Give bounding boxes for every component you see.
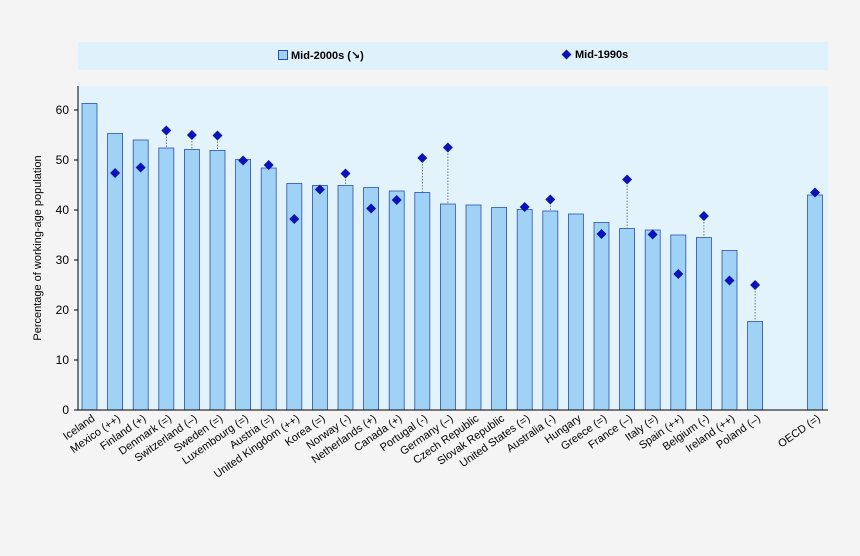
marker-oecd bbox=[810, 187, 820, 198]
bar-sweden bbox=[209, 150, 226, 411]
marker-denmark bbox=[161, 125, 172, 136]
y-tick-label-0: 0 bbox=[62, 403, 69, 417]
y-tick-label-60: 60 bbox=[56, 103, 70, 117]
bar-swatch-icon bbox=[278, 50, 288, 60]
bar-france bbox=[619, 228, 635, 411]
bar-portugal bbox=[414, 192, 431, 411]
marker-italy bbox=[647, 229, 658, 240]
marker-portugal bbox=[417, 153, 428, 163]
bar-belgium bbox=[696, 237, 712, 411]
y-tick-label-40: 40 bbox=[56, 203, 70, 217]
marker-finland bbox=[135, 162, 146, 173]
marker-sweden bbox=[212, 130, 223, 141]
marker-mexico bbox=[110, 168, 121, 178]
marker-switzerland bbox=[186, 130, 197, 140]
bar-greece bbox=[593, 222, 610, 411]
bar-luxembourg bbox=[235, 159, 252, 411]
marker-germany bbox=[442, 142, 453, 153]
y-tick-label-10: 10 bbox=[56, 353, 70, 367]
marker-ireland bbox=[724, 275, 735, 286]
bar-spain bbox=[670, 234, 687, 411]
y-tick-label-20: 20 bbox=[56, 303, 70, 317]
marker-luxembourg bbox=[238, 155, 249, 166]
bar-netherlands bbox=[363, 187, 380, 411]
bar-united-states bbox=[516, 209, 533, 411]
x-tick-label-oecd: OECD (=) bbox=[776, 413, 823, 451]
bars-layer bbox=[81, 103, 823, 411]
bar-denmark bbox=[158, 147, 175, 411]
marker-korea bbox=[314, 184, 325, 195]
y-axis-title: Percentage of working-age population bbox=[32, 155, 44, 340]
bar-iceland bbox=[81, 103, 98, 411]
bar-oecd bbox=[807, 194, 823, 411]
marker-france bbox=[622, 174, 633, 185]
legend-item-mid-2000s: Mid-2000s (↘) bbox=[278, 49, 364, 62]
marker-united-kingdom bbox=[289, 214, 300, 224]
marker-belgium bbox=[698, 211, 709, 221]
bar-australia bbox=[542, 210, 559, 411]
bar-germany bbox=[439, 203, 456, 411]
y-tick-label-50: 50 bbox=[56, 153, 70, 167]
marker-canada bbox=[391, 195, 402, 205]
marker-greece bbox=[596, 229, 607, 239]
marker-poland bbox=[750, 280, 761, 290]
bar-korea bbox=[311, 185, 328, 411]
bar-hungary bbox=[568, 213, 584, 411]
marker-netherlands bbox=[366, 203, 377, 214]
markers-layer bbox=[110, 125, 820, 290]
bar-ireland bbox=[721, 250, 738, 411]
y-tick-label-30: 30 bbox=[56, 253, 70, 267]
marker-spain bbox=[673, 269, 684, 279]
legend-label-mid-1990s: Mid-1990s bbox=[575, 49, 629, 61]
bar-austria bbox=[260, 167, 277, 411]
bar-italy bbox=[644, 229, 661, 411]
legend-label-mid-2000s: Mid-2000s (↘) bbox=[291, 50, 364, 62]
marker-australia bbox=[545, 194, 556, 205]
legend: Mid-2000s (↘) Mid-1990s bbox=[78, 42, 828, 70]
marker-united-states bbox=[519, 202, 530, 212]
marker-norway bbox=[340, 168, 351, 179]
bar-czech-republic bbox=[465, 204, 482, 411]
bar-finland bbox=[132, 139, 149, 411]
bar-switzerland bbox=[183, 149, 200, 411]
bar-slovak-republic bbox=[491, 207, 508, 411]
bar-poland bbox=[747, 321, 763, 411]
marker-austria bbox=[263, 160, 274, 170]
legend-item-mid-1990s: Mid-1990s bbox=[561, 49, 629, 61]
bar-canada bbox=[388, 190, 405, 411]
bar-norway bbox=[337, 185, 354, 411]
